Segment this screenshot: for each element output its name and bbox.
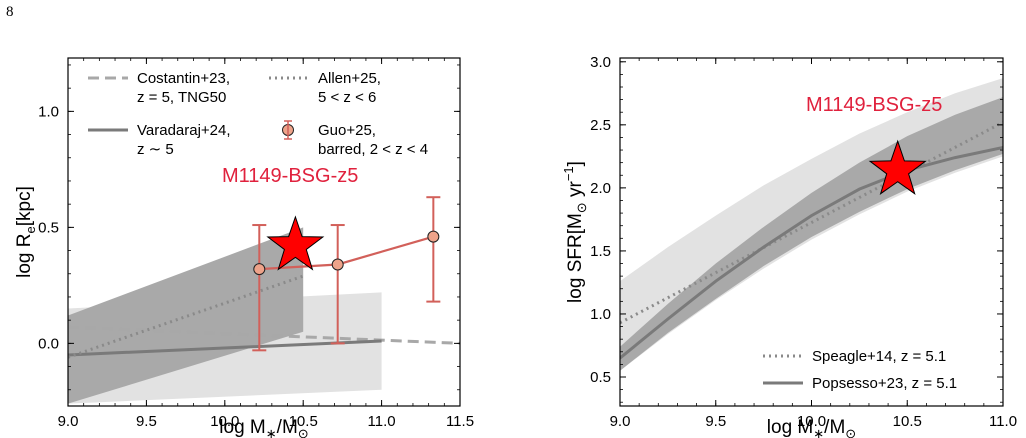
legend-label: Guo+25, bbox=[318, 122, 376, 139]
x-tick-label: 10.5 bbox=[289, 413, 318, 430]
y-tick-label: 2.5 bbox=[590, 117, 611, 134]
series-line-1 bbox=[68, 325, 460, 345]
y-tick-label: 1.5 bbox=[590, 243, 611, 260]
scatter-band-2 bbox=[620, 97, 1003, 371]
x-tick-label: 10.5 bbox=[893, 413, 922, 430]
legend-label: 5 < z < 6 bbox=[318, 89, 376, 106]
chart-panel-2: M1149-BSG-z5 9.0 9.5 10.0 10.5 11.0 0.5 1.0 1.5 2… bbox=[561, 54, 1017, 438]
x-tick-label: 11.5 bbox=[446, 413, 474, 430]
y-tick-label: 1.0 bbox=[38, 103, 59, 120]
legend-label: Speagle+14, z = 5.1 bbox=[812, 348, 946, 365]
legend-label: z ∼ 5 bbox=[137, 141, 174, 158]
x-axis-label: log M∗/M⊙ bbox=[219, 417, 308, 438]
star-label: M1149-BSG-z5 bbox=[222, 165, 358, 187]
legend: Speagle+14, z = 5.1 Popsesso+23, z = 5.1 bbox=[763, 348, 957, 392]
legend-label: Allen+25, bbox=[318, 70, 381, 87]
x-tick-label: 10.0 bbox=[210, 413, 239, 430]
y-tick-label: 1.0 bbox=[590, 306, 611, 323]
legend-label: Varadaraj+24, bbox=[137, 122, 231, 139]
y-tick-label: 0.5 bbox=[38, 219, 59, 236]
guo-data-point bbox=[331, 258, 344, 271]
series-line-1 bbox=[620, 120, 1003, 325]
guo-data-point bbox=[427, 230, 440, 243]
series-line-2 bbox=[68, 339, 382, 357]
series-line-2 bbox=[620, 146, 1003, 360]
legend-label: Popsesso+23, z = 5.1 bbox=[812, 375, 957, 392]
x-tick-label: 11.0 bbox=[989, 413, 1017, 430]
legend-label: z = 5, TNG50 bbox=[137, 89, 226, 106]
guo-data-point bbox=[253, 263, 266, 276]
scatter-band-2 bbox=[68, 227, 304, 404]
y-axis-label: log SFR[M⊙ yr−1] bbox=[561, 161, 589, 303]
legend-label: barred, 2 < z < 4 bbox=[318, 141, 428, 158]
page-number: 8 bbox=[6, 4, 14, 20]
x-tick-label: 11.0 bbox=[368, 413, 396, 430]
y-axis-label: log Re[kpc] bbox=[14, 186, 38, 278]
plot-area bbox=[68, 196, 460, 404]
x-axis-label: log M∗/M⊙ bbox=[767, 417, 856, 438]
y-tick-label: 0.5 bbox=[590, 369, 611, 386]
y-tick-label: 2.0 bbox=[590, 180, 611, 197]
legend: Costantin+23, z = 5, TNG50 Varadaraj+24, z … bbox=[88, 70, 428, 158]
chart-panel-1: M1149-BSG-z5 9.0 9.5 10.0 10.5 11.0 11.5 0.0 0.5… bbox=[14, 57, 474, 438]
y-tick-label: 3.0 bbox=[590, 54, 611, 71]
star-label: M1149-BSG-z5 bbox=[806, 94, 942, 116]
x-tick-label: 9.5 bbox=[136, 413, 157, 430]
x-tick-label: 9.5 bbox=[705, 413, 726, 430]
plot-area bbox=[620, 78, 1003, 371]
axes-frame bbox=[67, 57, 461, 407]
x-tick-label: 9.0 bbox=[58, 413, 79, 430]
y-tick-label: 0.0 bbox=[38, 335, 59, 352]
x-tick-label: 10.0 bbox=[797, 413, 826, 430]
x-tick-label: 9.0 bbox=[610, 413, 631, 430]
star-marker bbox=[266, 215, 325, 271]
legend-label: Costantin+23, bbox=[137, 70, 230, 87]
star-marker bbox=[868, 139, 927, 195]
